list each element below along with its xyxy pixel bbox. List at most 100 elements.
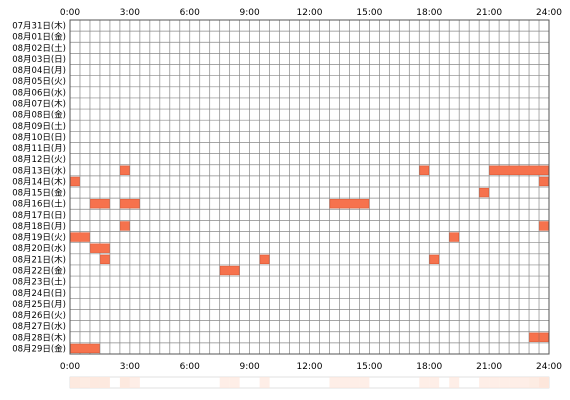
row-label: 08月08日(金) bbox=[12, 110, 66, 121]
row-label: 08月28日(木) bbox=[12, 332, 66, 343]
row-label: 08月04日(月) bbox=[12, 66, 66, 76]
row-label: 08月14日(木) bbox=[12, 176, 66, 187]
row-label: 08月10日(日) bbox=[12, 133, 66, 143]
row-label: 08月07日(木) bbox=[12, 99, 66, 110]
summary-cell bbox=[489, 377, 500, 388]
activity-bar bbox=[70, 232, 90, 242]
plot-frame bbox=[69, 19, 550, 355]
row-labels: 07月31日(木)08月01日(金)08月02日(土)08月03日(日)08月0… bbox=[12, 21, 66, 355]
row-label: 08月02日(土) bbox=[12, 43, 66, 54]
summary-cell bbox=[99, 377, 110, 388]
row-label: 08月22日(金) bbox=[12, 266, 66, 277]
plot-border bbox=[69, 19, 550, 355]
x-tick-label-top: 21:00 bbox=[476, 8, 502, 18]
summary-cell bbox=[259, 377, 270, 388]
row-label: 08月12日(火) bbox=[12, 155, 66, 165]
summary-cell bbox=[449, 377, 460, 388]
x-tick-label-bottom: 15:00 bbox=[356, 362, 382, 372]
row-label: 08月11日(月) bbox=[12, 144, 66, 154]
row-label: 08月01日(金) bbox=[12, 32, 66, 43]
activity-bar bbox=[120, 221, 130, 231]
x-tick-label-top: 24:00 bbox=[536, 8, 562, 18]
x-tick-label-bottom: 3:00 bbox=[120, 362, 140, 372]
summary-cell bbox=[349, 377, 360, 388]
row-label: 08月05日(火) bbox=[12, 77, 66, 87]
row-label: 08月25日(月) bbox=[12, 300, 66, 310]
activity-bar bbox=[489, 165, 549, 175]
summary-cell bbox=[519, 377, 530, 388]
summary-cell bbox=[479, 377, 490, 388]
row-label: 08月21日(木) bbox=[12, 254, 66, 265]
x-tick-label-top: 3:00 bbox=[120, 8, 140, 18]
summary-cell bbox=[539, 377, 549, 388]
summary-cell bbox=[89, 377, 100, 388]
row-label: 08月09日(土) bbox=[12, 121, 66, 132]
activity-bar bbox=[219, 265, 240, 276]
x-tick-label-top: 18:00 bbox=[416, 8, 442, 18]
activity-bar bbox=[259, 254, 270, 265]
row-label: 08月17日(日) bbox=[12, 211, 66, 221]
x-tick-label-top: 6:00 bbox=[180, 8, 200, 18]
row-label: 08月19日(火) bbox=[12, 233, 66, 243]
row-label: 08月13日(水) bbox=[12, 165, 66, 176]
row-label: 08月16日(土) bbox=[12, 199, 66, 210]
activity-bars bbox=[70, 165, 549, 354]
row-label: 08月03日(日) bbox=[12, 55, 66, 65]
summary-cell bbox=[419, 377, 430, 388]
row-label: 08月06日(水) bbox=[12, 87, 66, 98]
x-tick-label-bottom: 12:00 bbox=[297, 362, 323, 372]
activity-bar bbox=[419, 165, 430, 175]
summary-cell bbox=[359, 377, 370, 388]
summary-cell bbox=[529, 377, 540, 388]
summary-cell bbox=[429, 377, 440, 388]
top-axis-ticks: 0:00 3:00 6:00 9:00 12:00 15:00 18:00 21:00 24:0… bbox=[60, 8, 562, 18]
summary-cell bbox=[229, 377, 240, 388]
summary-cell bbox=[499, 377, 510, 388]
x-tick-label-top: 0:00 bbox=[60, 8, 80, 18]
row-label: 08月26日(火) bbox=[12, 311, 66, 321]
x-tick-label-bottom: 24:00 bbox=[536, 362, 562, 372]
activity-bar bbox=[90, 199, 110, 209]
row-label: 07月31日(木) bbox=[12, 21, 66, 32]
activity-bar bbox=[539, 332, 549, 342]
activity-bar bbox=[449, 232, 459, 242]
summary-cell bbox=[70, 377, 80, 388]
x-tick-label-top: 12:00 bbox=[297, 8, 323, 18]
row-label: 08月15日(金) bbox=[12, 188, 66, 199]
x-tick-label-bottom: 9:00 bbox=[240, 362, 260, 372]
row-label: 08月29日(金) bbox=[12, 343, 66, 354]
summary-cell bbox=[129, 377, 140, 388]
activity-bar bbox=[100, 254, 110, 265]
x-tick-label-bottom: 0:00 bbox=[60, 362, 80, 372]
activity-bar bbox=[329, 199, 370, 209]
summary-cell bbox=[119, 377, 130, 388]
activity-bar bbox=[90, 243, 110, 253]
activity-bar bbox=[479, 187, 489, 198]
activity-bar bbox=[70, 176, 80, 187]
summary-cell bbox=[339, 377, 350, 388]
x-tick-label-bottom: 6:00 bbox=[180, 362, 200, 372]
x-tick-label-bottom: 18:00 bbox=[416, 362, 442, 372]
activity-bar bbox=[539, 176, 549, 187]
activity-bar bbox=[70, 343, 100, 354]
bottom-axis-ticks: 0:00 3:00 6:00 9:00 12:00 15:00 18:00 21:00 24:0… bbox=[60, 362, 562, 372]
row-label: 08月18日(月) bbox=[12, 222, 66, 232]
summary-cell bbox=[79, 377, 90, 388]
grid-lines bbox=[69, 19, 550, 355]
activity-bar bbox=[539, 221, 549, 231]
row-label: 08月27日(水) bbox=[12, 321, 66, 332]
row-label: 08月23日(土) bbox=[12, 277, 66, 288]
x-tick-label-top: 9:00 bbox=[240, 8, 260, 18]
row-label: 08月24日(日) bbox=[12, 289, 66, 299]
activity-bar bbox=[120, 199, 140, 209]
activity-bar bbox=[529, 332, 539, 342]
summary-strip bbox=[69, 376, 550, 389]
summary-cell bbox=[509, 377, 520, 388]
activity-bar bbox=[429, 254, 440, 265]
row-label: 08月20日(水) bbox=[12, 243, 66, 254]
summary-cell bbox=[329, 377, 340, 388]
activity-bar bbox=[120, 165, 130, 175]
summary-strip-background bbox=[69, 376, 550, 389]
